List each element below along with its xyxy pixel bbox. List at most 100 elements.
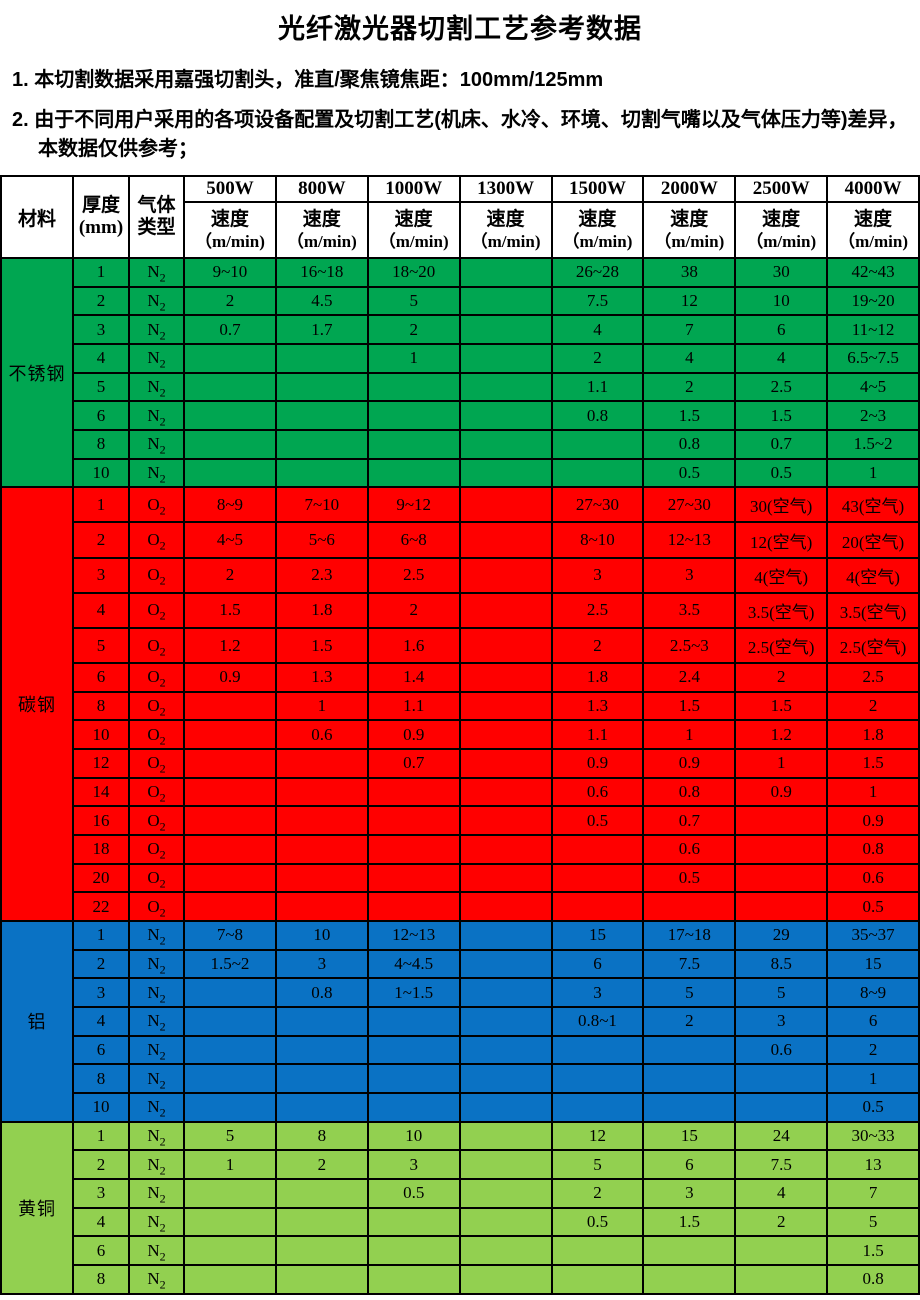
speed-cell: 4(空气) xyxy=(734,556,829,594)
gas-cell: N2 xyxy=(128,1206,185,1238)
table-row: 10 N2 0.5 xyxy=(1,1091,920,1123)
speed-cell xyxy=(458,977,553,1008)
gas-cell: O2 xyxy=(128,486,185,524)
table-row: 8 N2 0.8 0.7 1.5~2 xyxy=(1,428,920,460)
material-cell: 碳钢 xyxy=(0,486,74,923)
gas-cell: O2 xyxy=(128,690,185,722)
speed-cell: 15 xyxy=(550,920,645,951)
gas-cell: N2 xyxy=(128,920,185,951)
speed-cell: 5 xyxy=(642,977,737,1008)
speed-cell: 7 xyxy=(642,314,737,345)
speed-cell: 1.1 xyxy=(366,690,461,722)
speed-cell xyxy=(366,1005,461,1037)
speed-cell: 8~9 xyxy=(826,977,920,1008)
speed-cell: 2 xyxy=(366,591,461,629)
header-gas: 气体 类型 xyxy=(128,175,185,259)
gas-cell: N2 xyxy=(128,457,185,489)
speed-cell xyxy=(734,1235,829,1266)
header-power-4000w: 4000W xyxy=(826,175,920,203)
speed-cell: 2.5(空气) xyxy=(826,626,920,665)
speed-cell: 1.6 xyxy=(366,626,461,665)
speed-cell: 7.5 xyxy=(734,1149,829,1180)
speed-cell: 3 xyxy=(642,556,737,594)
speed-cell xyxy=(274,342,369,374)
table-row: 6 N2 0.6 2 xyxy=(1,1034,920,1066)
header-power-2000w: 2000W xyxy=(642,175,737,203)
thickness-cell: 10 xyxy=(72,457,130,489)
table-row: 10 O2 0.6 0.9 1.1 1 1.2 1.8 xyxy=(1,719,920,751)
speed-cell xyxy=(366,1034,461,1066)
speed-cell: 1.5 xyxy=(734,690,829,722)
thickness-cell: 18 xyxy=(72,834,130,865)
speed-cell xyxy=(550,428,645,460)
speed-cell xyxy=(183,834,277,865)
speed-cell: 3 xyxy=(550,977,645,1008)
gas-cell: O2 xyxy=(128,748,185,779)
speed-cell: 4~5 xyxy=(826,371,920,403)
speed-cell: 2 xyxy=(550,1177,645,1209)
speed-cell xyxy=(274,1235,369,1266)
speed-cell xyxy=(183,977,277,1008)
speed-cell xyxy=(458,920,553,951)
speed-cell: 0.8 xyxy=(826,1263,920,1296)
speed-cell: 35~37 xyxy=(826,920,920,951)
speed-unit: （m/min) xyxy=(562,231,633,251)
header-power-2500w: 2500W xyxy=(734,175,829,203)
table-row: 2 N2 2 4.5 5 7.5 12 10 19~20 xyxy=(1,285,920,317)
speed-label: 速度 xyxy=(302,208,341,230)
speed-cell: 6~8 xyxy=(366,521,461,559)
header-speed-4000w: 速度 （m/min) xyxy=(826,201,920,259)
thickness-cell: 4 xyxy=(72,591,130,629)
speed-cell xyxy=(550,834,645,865)
table-row: 5 N2 1.1 2 2.5 4~5 xyxy=(1,371,920,403)
gas-cell: N2 xyxy=(128,1263,185,1296)
speed-cell: 1 xyxy=(642,719,737,751)
speed-cell: 1.5~2 xyxy=(826,428,920,460)
thickness-cell: 8 xyxy=(72,1063,130,1094)
speed-cell: 0.8 xyxy=(274,977,369,1008)
speed-label: 速度 xyxy=(670,208,709,230)
speed-cell: 20(空气) xyxy=(826,521,920,559)
speed-cell: 2 xyxy=(642,371,737,403)
table-row: 4 N2 1 2 4 4 6.5~7.5 xyxy=(1,342,920,374)
thickness-cell: 6 xyxy=(72,1034,130,1066)
speed-cell xyxy=(366,891,461,923)
speed-cell: 7.5 xyxy=(642,948,737,980)
gas-cell: O2 xyxy=(128,891,185,923)
thickness-cell: 1 xyxy=(72,486,130,524)
speed-cell: 8~10 xyxy=(550,521,645,559)
gas-cell: O2 xyxy=(128,862,185,894)
speed-cell: 10 xyxy=(734,285,829,317)
thickness-cell: 8 xyxy=(72,428,130,460)
speed-cell: 1.2 xyxy=(734,719,829,751)
speed-cell: 6.5~7.5 xyxy=(826,342,920,374)
gas-cell: O2 xyxy=(128,805,185,837)
speed-cell: 1.7 xyxy=(274,314,369,345)
speed-cell: 10 xyxy=(366,1120,461,1152)
speed-cell xyxy=(183,805,277,837)
speed-cell: 2 xyxy=(183,556,277,594)
speed-cell xyxy=(274,834,369,865)
speed-cell: 11~12 xyxy=(826,314,920,345)
table-header: 材料 厚度 (mm) 气体 类型 500W 800W 1000W 1300W 1… xyxy=(0,175,920,259)
thickness-cell: 1 xyxy=(72,920,130,951)
notes: 1. 本切割数据采用嘉强切割头，准直/聚焦镜焦距：100mm/125mm 2. … xyxy=(12,66,912,164)
speed-cell: 0.9 xyxy=(734,776,829,808)
speed-cell: 2 xyxy=(550,342,645,374)
speed-cell xyxy=(274,1206,369,1238)
table-row: 3 N2 0.5 2 3 4 7 xyxy=(1,1177,920,1209)
speed-cell: 27~30 xyxy=(550,486,645,524)
speed-cell xyxy=(642,1034,737,1066)
table-row: 4 N2 0.5 1.5 2 5 xyxy=(1,1206,920,1238)
speed-cell: 4 xyxy=(642,342,737,374)
speed-cell: 24 xyxy=(734,1120,829,1152)
gas-cell: N2 xyxy=(128,1005,185,1037)
speed-cell xyxy=(366,428,461,460)
speed-cell xyxy=(458,428,553,460)
speed-cell: 9~12 xyxy=(366,486,461,524)
speed-cell: 12~13 xyxy=(642,521,737,559)
speed-cell xyxy=(366,400,461,431)
table-row: 20 O2 0.5 0.6 xyxy=(1,862,920,894)
speed-cell: 1.4 xyxy=(366,662,461,693)
speed-cell: 9~10 xyxy=(183,257,277,288)
